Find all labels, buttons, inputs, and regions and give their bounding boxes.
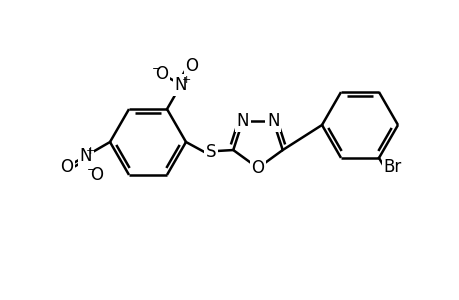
Text: S: S xyxy=(206,143,216,161)
Text: +: + xyxy=(181,75,190,85)
Text: O: O xyxy=(251,159,264,177)
Text: O: O xyxy=(185,57,198,75)
Text: N: N xyxy=(267,112,279,130)
Text: +: + xyxy=(86,146,95,156)
Text: O: O xyxy=(155,65,168,83)
Text: −: − xyxy=(152,64,161,74)
Text: N: N xyxy=(79,147,92,165)
Text: −: − xyxy=(87,165,96,175)
Text: Br: Br xyxy=(383,158,401,176)
Text: O: O xyxy=(60,158,73,176)
Text: N: N xyxy=(236,112,248,130)
Text: N: N xyxy=(174,76,187,94)
Text: O: O xyxy=(90,166,103,184)
